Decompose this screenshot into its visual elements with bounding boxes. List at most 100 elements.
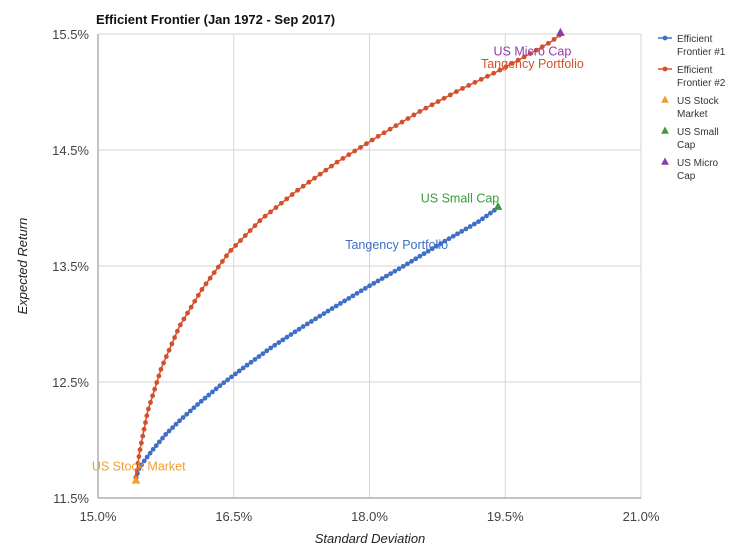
legend-triangle-swatch <box>661 157 669 165</box>
us-stock-market-marker <box>131 475 141 484</box>
frontier-point <box>144 413 150 419</box>
frontier-point <box>150 446 156 452</box>
us-small-cap-marker <box>493 201 503 210</box>
frontier-point <box>312 175 317 181</box>
frontier-point <box>257 218 263 224</box>
frontier-point <box>405 116 411 121</box>
y-tick-label: 12.5% <box>52 375 89 390</box>
frontier-point <box>358 288 364 294</box>
frontier-point <box>172 335 177 340</box>
frontier-point <box>533 47 539 53</box>
frontier-point <box>459 228 465 234</box>
frontier-point <box>352 148 358 154</box>
frontier-point <box>338 301 343 306</box>
frontier-point <box>317 171 323 177</box>
frontier-point <box>497 67 503 73</box>
frontier-point <box>429 246 435 252</box>
frontier-point <box>153 443 159 448</box>
frontier-point <box>147 450 153 456</box>
frontier-point <box>140 433 146 439</box>
legend-item-efficient-frontier-1: Efficient Frontier #1 <box>658 34 726 58</box>
frontier-point <box>488 210 493 216</box>
frontier-point <box>342 298 347 304</box>
frontier-point <box>429 102 435 108</box>
annotation-tangency-portfolio: Tangency Portfolio <box>345 238 448 252</box>
frontier-point <box>478 76 484 82</box>
x-axis-ticks: 15.0% 16.5% 18.0% 19.5% 21.0% <box>80 509 660 524</box>
frontier-point <box>221 380 227 386</box>
frontier-point <box>467 224 473 229</box>
legend-label: Market <box>677 109 708 120</box>
frontier-point <box>323 167 329 173</box>
frontier-point <box>413 256 419 262</box>
frontier-point <box>392 268 398 274</box>
frontier-point <box>272 342 278 348</box>
frontier-point <box>333 303 339 309</box>
frontier-point <box>292 329 298 335</box>
x-tick-label: 21.0% <box>623 509 660 524</box>
frontier-point <box>206 392 212 398</box>
frontier-point <box>476 219 481 225</box>
frontier-point <box>187 408 193 414</box>
frontier-point <box>304 321 310 327</box>
frontier-point <box>156 439 162 445</box>
frontier-point <box>262 213 268 219</box>
frontier-point <box>211 270 217 276</box>
frontier-point <box>158 366 164 372</box>
frontier-point <box>375 278 381 284</box>
frontier-point <box>453 89 459 95</box>
series-us-small-cap <box>493 201 503 210</box>
frontier-point <box>350 293 356 299</box>
frontier-point <box>358 144 363 150</box>
frontier-point <box>141 458 147 464</box>
series-us-micro-cap <box>556 27 565 36</box>
frontier-point <box>180 415 186 420</box>
frontier-point <box>460 86 465 91</box>
frontier-point <box>417 109 423 114</box>
frontier-point <box>421 251 427 257</box>
frontier-point <box>134 467 140 473</box>
chart-title: Efficient Frontier (Jan 1972 - Sep 2017) <box>96 12 335 27</box>
frontier-point <box>264 348 270 354</box>
legend-triangle-swatch <box>661 126 669 134</box>
frontier-point <box>300 183 306 189</box>
frontier-line <box>135 34 561 478</box>
legend-label: Efficient <box>677 34 713 45</box>
frontier-point <box>207 275 213 281</box>
frontier-point <box>388 271 394 277</box>
frontier-point <box>143 420 148 425</box>
frontier-point <box>236 368 242 374</box>
frontier-point <box>233 243 239 248</box>
frontier-point <box>161 360 166 366</box>
legend-item-efficient-frontier-2: Efficient Frontier #2 <box>658 65 726 89</box>
frontier-point <box>367 283 372 289</box>
frontier-point <box>177 322 183 328</box>
frontier-point <box>423 105 429 111</box>
x-tick-label: 15.0% <box>80 509 117 524</box>
frontier-point <box>455 231 460 237</box>
frontier-point <box>539 44 545 50</box>
legend-label: Efficient <box>677 65 713 76</box>
frontier-point <box>199 287 205 292</box>
frontier-point <box>166 347 172 353</box>
frontier-point <box>276 340 282 345</box>
frontier-point <box>295 187 300 193</box>
y-tick-label: 11.5% <box>53 491 89 506</box>
frontier-point <box>238 238 243 243</box>
legend-label: Cap <box>677 140 696 151</box>
frontier-point <box>362 285 368 291</box>
legend-label: Frontier #2 <box>677 78 726 89</box>
frontier-point <box>521 54 527 60</box>
frontier-point <box>228 248 234 253</box>
frontier-point <box>184 411 190 417</box>
frontier-point <box>354 290 360 296</box>
frontier-point <box>219 259 225 264</box>
frontier-point <box>471 221 477 227</box>
frontier-point <box>191 405 197 411</box>
frontier-point <box>375 133 381 139</box>
frontier-point <box>224 253 229 259</box>
frontier-point <box>240 365 246 371</box>
frontier-point <box>252 357 258 362</box>
frontier-point <box>268 345 274 351</box>
